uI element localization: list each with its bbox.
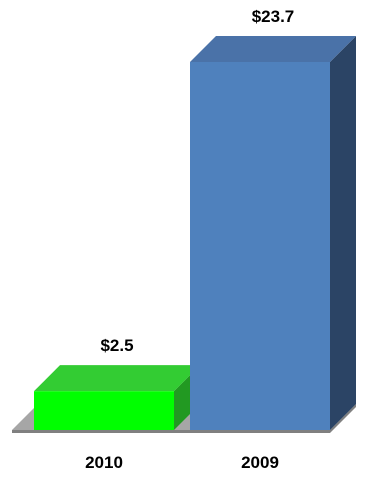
bar-side-face — [330, 36, 356, 430]
bars-group — [34, 36, 356, 430]
bar-top-face — [34, 365, 200, 392]
category-label: 2009 — [241, 453, 279, 472]
labels-group: $2.5 2010 $23.7 2009 — [85, 7, 294, 472]
bar-2010 — [34, 365, 200, 430]
bar-2009 — [190, 36, 356, 430]
floor-side — [330, 404, 356, 433]
bar-front-face — [190, 62, 330, 430]
value-label: $23.7 — [252, 7, 295, 26]
bar-top-face — [190, 36, 356, 62]
category-label: 2010 — [85, 453, 123, 472]
floor-front — [12, 430, 330, 433]
value-label: $2.5 — [100, 336, 133, 355]
bar-front-face — [34, 391, 174, 430]
